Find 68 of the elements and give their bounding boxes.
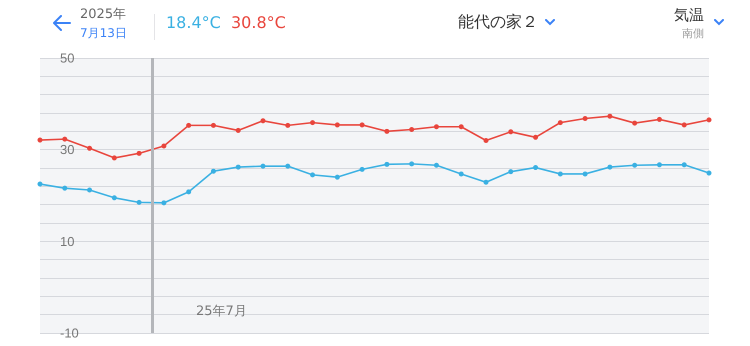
point [210, 168, 216, 174]
y-tick-label: 10 [60, 234, 74, 249]
point [285, 122, 290, 128]
point [136, 150, 142, 156]
point [360, 122, 365, 128]
point [236, 128, 241, 133]
point [434, 124, 439, 130]
point [236, 164, 241, 170]
text: 7月13日 [80, 25, 127, 42]
point [62, 186, 68, 191]
point [706, 170, 712, 176]
point [136, 200, 142, 205]
point [607, 114, 612, 119]
text: 18.4°C [166, 13, 221, 32]
point [112, 155, 117, 160]
point [533, 165, 538, 170]
point [186, 122, 192, 128]
point [409, 161, 414, 166]
point [384, 162, 390, 167]
point [334, 174, 340, 180]
point [87, 188, 92, 192]
point [508, 169, 514, 174]
point [484, 180, 488, 185]
y-tick-label: 50 [60, 50, 74, 66]
point [260, 118, 266, 124]
point [682, 122, 687, 128]
point [161, 144, 166, 148]
point [38, 182, 42, 187]
point [112, 195, 117, 200]
point [558, 120, 563, 126]
point [607, 164, 612, 170]
point [161, 200, 166, 206]
point [682, 162, 687, 168]
point [360, 166, 365, 172]
point [484, 138, 488, 143]
text: 30.8°C [231, 13, 286, 32]
point [310, 120, 316, 126]
point [38, 138, 42, 143]
point [458, 124, 464, 130]
text: 気温 [674, 6, 704, 25]
chart-title: 能代の家２ [458, 12, 538, 33]
point [632, 120, 638, 126]
point [310, 172, 316, 178]
y-tick-label: -10 [60, 326, 79, 340]
point [706, 117, 712, 122]
point [458, 171, 464, 176]
point [656, 162, 662, 168]
point [582, 171, 588, 176]
point [533, 134, 538, 140]
text: 南側 [682, 26, 704, 41]
point [186, 189, 192, 194]
point [285, 164, 290, 169]
y-tick-label: 30 [60, 142, 74, 158]
point [656, 116, 662, 122]
point [632, 162, 638, 168]
point [384, 128, 390, 134]
point [434, 162, 439, 168]
point [508, 129, 514, 134]
text: 2025年 [80, 6, 126, 23]
annotation: 25年7月 [196, 303, 247, 320]
point [558, 171, 563, 176]
point [582, 116, 588, 121]
point [409, 127, 414, 132]
point [334, 122, 340, 128]
point [62, 136, 68, 142]
point [210, 122, 216, 128]
point [260, 164, 266, 169]
point [87, 146, 92, 151]
